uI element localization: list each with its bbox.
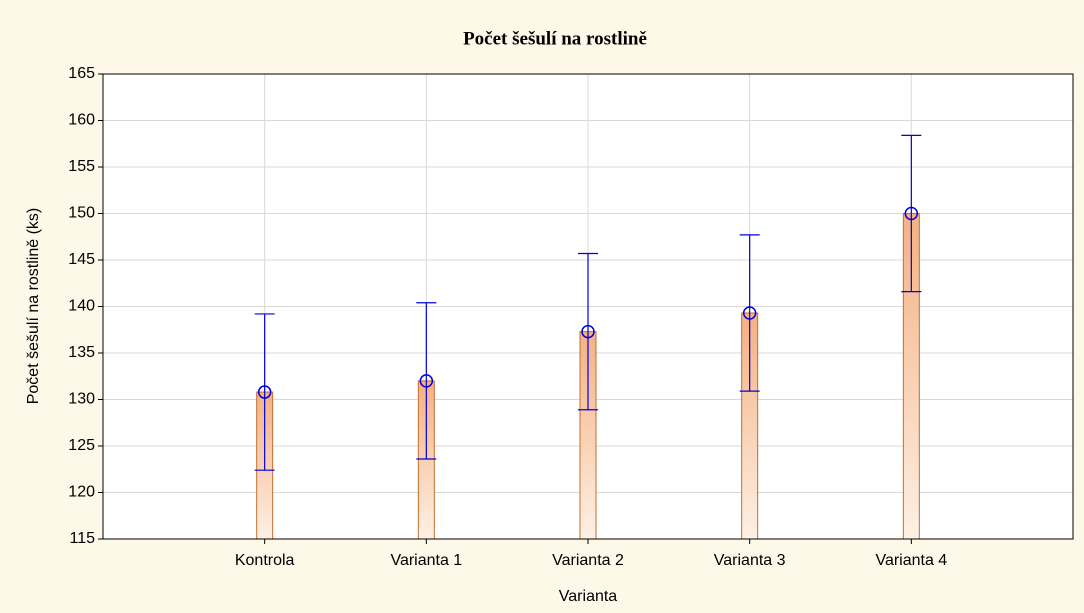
mean-marker	[581, 324, 595, 339]
x-tick-label: Varianta 2	[552, 552, 624, 569]
x-tick-label: Varianta 1	[390, 552, 462, 569]
mean-marker	[419, 374, 434, 388]
y-tick-label: 150	[68, 205, 95, 222]
mean-marker	[904, 206, 919, 221]
mean-marker	[742, 306, 757, 320]
y-tick-label: 140	[68, 298, 95, 315]
mean-marker	[257, 385, 272, 399]
y-tick-label: 145	[68, 251, 95, 268]
x-tick-label: Kontrola	[235, 552, 295, 569]
y-axis-label: Počet šešulí na rostlině (ks)	[25, 208, 42, 405]
marks	[254, 134, 922, 540]
y-tick-label: 125	[68, 437, 95, 454]
x-tick-label: Varianta 4	[875, 552, 947, 569]
y-tick-label: 165	[68, 65, 95, 82]
y-tick-label: 135	[68, 344, 95, 361]
y-tick-label: 130	[68, 391, 95, 408]
y-tick-label: 115	[69, 530, 95, 547]
y-tick-label: 120	[68, 484, 95, 501]
y-tick-label: 160	[68, 112, 95, 129]
y-tick-label: 155	[68, 158, 95, 175]
x-tick-label: Varianta 3	[714, 552, 786, 569]
x-axis-label: Varianta	[559, 588, 618, 605]
chart-title: Počet šešulí na rostlině	[463, 28, 647, 49]
